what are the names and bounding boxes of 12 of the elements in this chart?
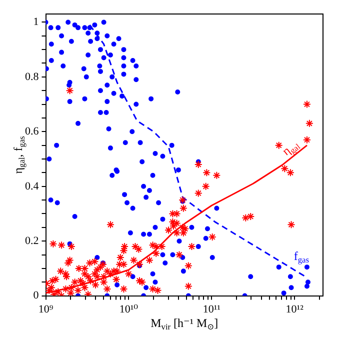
y-tick-label: 1 [33,16,39,28]
text: ηgal [279,142,303,158]
y-tick-label: 0.4 [25,180,40,192]
y-tick-label: 0.6 [25,126,40,138]
y-tick-label: 0.8 [25,70,40,83]
y-tick-label: 0.2 [25,234,39,247]
y-axis-title: ηgal, fgas [10,136,27,174]
x-tick-label: 10¹⁰ [119,303,139,316]
y-tick-label: 0 [33,290,40,302]
x-tick-label: 10¹¹ [202,303,220,316]
x-tick-label: 10¹² [286,303,304,316]
x-tick-label: 10⁹ [38,303,54,316]
